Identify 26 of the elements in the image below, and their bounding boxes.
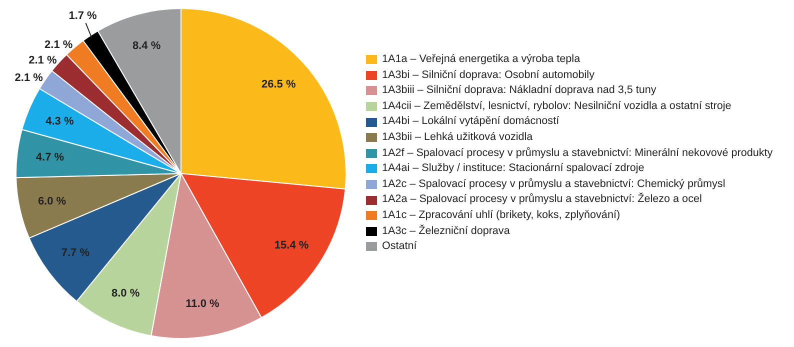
data-label: 4.3 % — [46, 115, 74, 128]
legend-label: 1A2c – Spalovací procesy v průmyslu a stavebnictví: Chemický průmysl — [382, 176, 726, 192]
legend-label: 1A1c – Zpracování uhlí (brikety, koks, zplyňování) — [382, 208, 620, 223]
data-label: 8.4 % — [132, 40, 161, 52]
data-label: 2.1 % — [28, 54, 57, 66]
data-label: 26.5 % — [262, 78, 296, 91]
legend-label: 1A3biii – Silniční doprava: Nákladní doprava nad 3,5 tuny — [382, 83, 656, 98]
data-label: 8.0 % — [111, 287, 140, 300]
data-label: 15.4 % — [274, 240, 309, 252]
legend-label: Ostatní — [382, 239, 417, 254]
data-label: 6.0 % — [38, 196, 66, 208]
data-label: 4.7 % — [36, 151, 64, 164]
legend-label: 1A3bii – Lehká užitková vozidla — [382, 130, 533, 145]
data-label: 2.1 % — [44, 39, 73, 52]
legend-label: 1A2a – Spalovací procesy v průmyslu a stavebnictví: Železo a ocel — [382, 192, 702, 208]
legend-label: 1A3bi – Silniční doprava: Osobní automobily — [382, 68, 594, 83]
legend-label: 1A4bi – Lokální vytápění domácností — [382, 114, 560, 130]
legend-label: 1A4cii – Zemědělství, lesnictví, rybolov: Nesilniční vozidla a ostatní stroje — [382, 98, 732, 114]
legend-label: 1A4ai – Služby / instituce: Stacionární spalovací zdroje — [382, 161, 644, 176]
legend-label: 1A2f – Spalovací procesy v průmyslu a stavebnictví: Minerální nekovové produkty — [382, 146, 773, 161]
data-label: 2.1 % — [14, 72, 44, 84]
legend-label: 1A1a – Veřejná energetika a výroba tepla — [382, 52, 580, 67]
data-label: 1.7 % — [68, 10, 98, 22]
data-label: 7.7 % — [61, 246, 90, 259]
legend-label: 1A3c – Železniční doprava — [382, 224, 510, 239]
data-label: 11.0 % — [186, 298, 220, 310]
